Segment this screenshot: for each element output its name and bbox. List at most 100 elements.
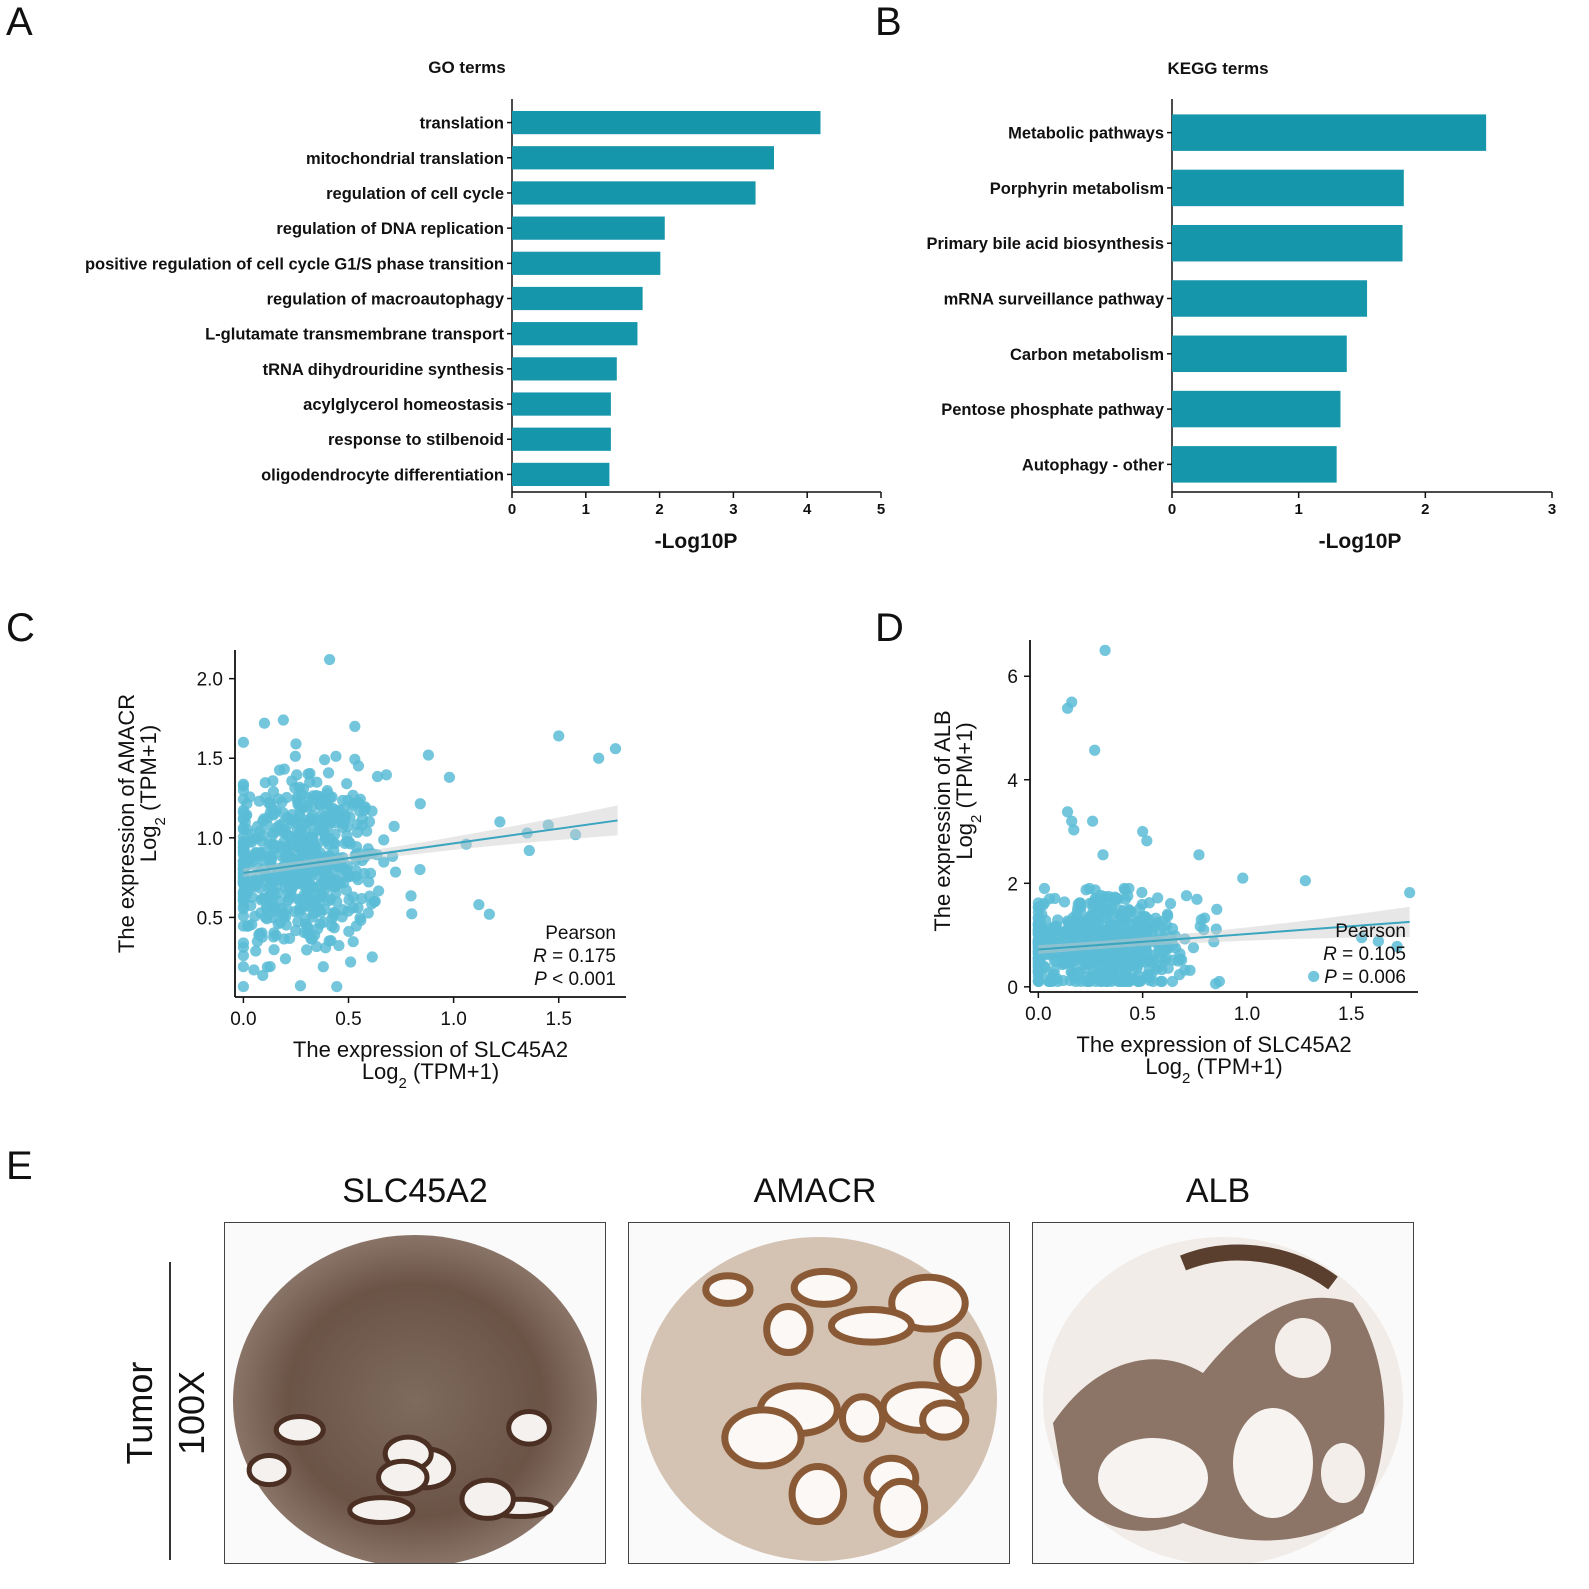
x-tick-label: 0.5 [1129, 1004, 1155, 1025]
gland [763, 1302, 814, 1357]
data-point [1187, 942, 1200, 954]
gland [888, 1273, 969, 1333]
category-label: L-glutamate transmembrane transport [205, 326, 504, 344]
y-axis-label: The expression of ALB [930, 710, 955, 931]
data-point [268, 944, 280, 956]
bar [1172, 224, 1403, 262]
data-point [1139, 911, 1152, 923]
data-point [1038, 882, 1051, 895]
data-point [389, 866, 402, 878]
data-point [380, 769, 392, 781]
x-tick-label: 1 [582, 501, 590, 518]
row-label-divider [169, 1262, 171, 1560]
data-point [300, 878, 312, 891]
chart-kegg-terms: KEGG terms Metabolic pathways Porphyrin me… [926, 59, 1556, 553]
data-point [261, 961, 273, 973]
category-label: positive regulation of cell cycle G1/S p… [85, 255, 504, 273]
tissue-image-alb [1032, 1222, 1414, 1564]
data-point [1136, 886, 1148, 899]
gland [790, 1267, 858, 1308]
data-point [523, 844, 535, 857]
bar [1172, 114, 1487, 151]
data-point [371, 770, 384, 783]
data-point [345, 956, 357, 968]
y-axis-label-units-group: Log2 (TPM+1) [952, 722, 985, 859]
data-point [352, 796, 364, 809]
data-point [245, 836, 258, 848]
gland [702, 1272, 754, 1307]
x-tick-label: 1.0 [1234, 1004, 1260, 1025]
bar [512, 286, 643, 311]
data-point [330, 750, 342, 762]
data-point [1089, 744, 1101, 756]
data-point [333, 939, 345, 952]
data-point [302, 921, 314, 933]
bar [512, 322, 638, 346]
data-point [1172, 955, 1184, 967]
data-point [1035, 921, 1047, 933]
data-point [258, 717, 271, 729]
data-point [542, 819, 554, 831]
data-point [1173, 969, 1186, 981]
data-point [336, 911, 348, 923]
data-point [291, 872, 303, 884]
data-point [268, 902, 280, 914]
category-label: Metabolic pathways [1008, 125, 1164, 143]
data-point [1391, 940, 1403, 953]
x-tick-label: 1.5 [1338, 1004, 1364, 1025]
x-axis-label: The expression of SLC45A2 [293, 1037, 568, 1062]
y-axis-label-units-group: Log2 (TPM+1) [136, 725, 169, 862]
data-point [1152, 892, 1164, 904]
data-point [363, 876, 375, 888]
data-point [1097, 849, 1109, 861]
chart-title: KEGG terms [1167, 59, 1268, 78]
category-label: acylglycerol homeostasis [303, 396, 504, 414]
category-label: regulation of macroautophagy [267, 291, 505, 309]
category-label: mitochondrial translation [306, 150, 504, 168]
data-point [267, 785, 280, 798]
data-point [301, 801, 313, 813]
stats-r: R = 0.105 [1323, 944, 1406, 965]
data-point [1059, 958, 1071, 970]
gland [273, 1414, 326, 1446]
data-point [1153, 946, 1165, 958]
gland [919, 1399, 970, 1441]
data-point [1099, 644, 1111, 656]
x-axis-label-units: Log2 (TPM+1) [1145, 1054, 1282, 1087]
data-point [1089, 946, 1101, 958]
y-tick-label: 1.5 [197, 749, 223, 770]
data-point [388, 820, 400, 832]
gland [246, 1453, 292, 1488]
data-point [352, 902, 364, 914]
data-point [1098, 966, 1110, 978]
bar [512, 462, 610, 487]
data-point [422, 749, 434, 761]
y-axis-label: The expression of AMACR [114, 694, 139, 953]
y-tick-label: 2 [1007, 874, 1018, 895]
data-point [294, 811, 306, 823]
category-label: regulation of cell cycle [326, 185, 504, 203]
data-point [322, 767, 335, 779]
data-point [319, 832, 331, 844]
data-point [1048, 936, 1060, 948]
data-point [553, 730, 565, 742]
x-tick-label: 0.0 [230, 1009, 256, 1030]
data-point [317, 961, 329, 973]
data-point [1032, 970, 1044, 982]
data-point [314, 897, 326, 909]
data-point [343, 925, 355, 938]
data-point [1032, 901, 1044, 914]
data-point [1195, 914, 1207, 926]
data-point [337, 818, 350, 830]
bar [512, 146, 774, 170]
panel-label-d: D [875, 606, 904, 650]
data-point [1061, 806, 1074, 818]
data-point [1115, 967, 1127, 979]
data-point [311, 923, 324, 935]
data-point [256, 927, 268, 939]
data-point [237, 961, 250, 973]
y-tick-label: 1.0 [197, 829, 223, 850]
data-point [282, 841, 294, 853]
tissue-title-alb: ALB [1185, 1172, 1251, 1210]
data-point [1126, 956, 1138, 968]
